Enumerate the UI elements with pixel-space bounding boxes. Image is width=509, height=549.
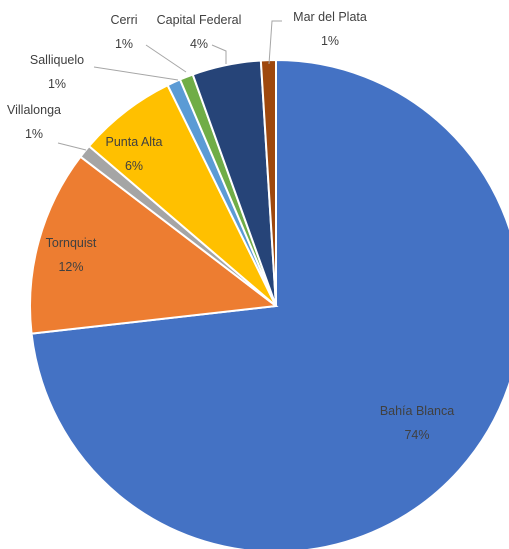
slice-label-name: Cerri <box>110 13 137 27</box>
pie-slice-tornquist <box>29 155 279 335</box>
slice-labels: Bahía Blanca 74% Tornquist 12% Villalonga 1% P… <box>7 10 454 442</box>
slice-label-percent: 74% <box>404 428 429 442</box>
leader-line <box>145 44 187 73</box>
slice-label-name: Bahía Blanca <box>380 404 454 418</box>
slice-label-percent: 4% <box>190 37 208 51</box>
leader-line <box>57 142 87 151</box>
slice-label-percent: 1% <box>321 34 339 48</box>
slice-label-percent: 1% <box>48 77 66 91</box>
slice-label-name: Villalonga <box>7 103 61 117</box>
slice-label-percent: 1% <box>115 37 133 51</box>
leader-line <box>93 66 179 81</box>
slice-label-percent: 6% <box>125 159 143 173</box>
slice-label-name: Tornquist <box>46 236 97 250</box>
slice-label-name: Mar del Plata <box>293 10 367 24</box>
slice-label-percent: 12% <box>58 260 83 274</box>
leader-line <box>268 20 282 65</box>
pie-slices <box>29 58 509 549</box>
leader-lines <box>57 20 282 151</box>
slice-label-name: Punta Alta <box>106 135 163 149</box>
slice-label-percent: 1% <box>25 127 43 141</box>
leader-line <box>211 44 227 64</box>
slice-label-name: Salliquelo <box>30 53 84 67</box>
pie-slice-mar-del-plata <box>259 58 277 307</box>
pie-slice-bah-a-blanca <box>30 58 509 549</box>
slice-label-name: Capital Federal <box>157 13 242 27</box>
